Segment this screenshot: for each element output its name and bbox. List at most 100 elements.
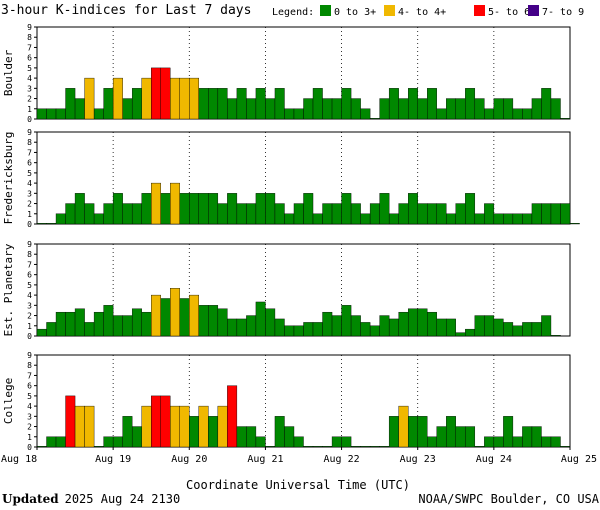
k-index-bar <box>379 98 390 120</box>
k-index-bar <box>255 436 266 448</box>
k-index-bar <box>274 203 285 225</box>
x-tick-label: Aug 19 <box>95 454 131 465</box>
y-tick-label: 5 <box>27 281 32 290</box>
k-index-bar <box>436 318 447 337</box>
k-index-bar <box>465 426 476 448</box>
updated-label: Updated <box>2 492 59 506</box>
legend-swatch <box>320 5 331 16</box>
k-index-bar <box>112 77 123 120</box>
k-index-bar <box>284 213 295 225</box>
k-index-bar <box>398 98 409 120</box>
k-index-bar <box>569 222 580 225</box>
k-index-bar <box>503 322 514 337</box>
legend-entry: 5- to 6+ <box>488 7 536 18</box>
k-index-bar <box>446 98 456 120</box>
k-index-bar <box>407 193 418 225</box>
k-index-bar <box>388 213 399 225</box>
k-index-bar <box>455 426 466 448</box>
k-index-bar <box>293 325 304 337</box>
k-index-bar <box>560 203 571 225</box>
k-index-bar <box>65 88 76 120</box>
k-index-bar <box>379 193 390 225</box>
k-index-bar <box>388 318 399 337</box>
k-index-bar <box>512 436 523 448</box>
k-index-bar <box>93 213 104 225</box>
k-index-bar <box>341 88 352 120</box>
k-index-bar <box>388 416 399 448</box>
k-index-bar <box>170 288 180 337</box>
k-index-bar <box>474 98 485 120</box>
k-index-bar <box>36 328 47 337</box>
y-tick-label: 8 <box>27 361 32 370</box>
y-tick-label: 6 <box>27 159 32 168</box>
k-index-bar <box>189 416 200 448</box>
k-index-bar <box>541 88 552 120</box>
k-index-bar <box>455 98 466 120</box>
k-index-bar <box>550 335 561 337</box>
chart-title: 3-hour K-indices for Last 7 days <box>1 3 251 18</box>
k-index-bar <box>84 203 95 225</box>
y-tick-label: 1 <box>27 105 32 114</box>
k-index-bar <box>341 436 352 448</box>
updated-value: 2025 Aug 24 2130 <box>65 492 181 506</box>
k-index-bar <box>131 203 142 225</box>
k-index-bar <box>360 446 371 448</box>
k-index-bar <box>493 213 504 225</box>
legend-entry: 0 to 3+ <box>334 7 376 18</box>
k-index-bar <box>455 332 466 337</box>
k-index-bar <box>208 416 219 448</box>
k-index-bar <box>46 322 57 337</box>
k-index-bar <box>160 67 171 120</box>
legend-label: Legend: <box>272 7 314 18</box>
k-index-bar <box>407 416 418 448</box>
k-index-bar <box>189 193 200 225</box>
y-tick-label: 6 <box>27 54 32 63</box>
k-index-bar <box>93 446 104 448</box>
k-index-bar <box>427 203 437 225</box>
x-tick-label: Aug 24 <box>476 454 512 465</box>
y-tick-label: 2 <box>27 312 32 321</box>
y-tick-label: 1 <box>27 433 32 442</box>
k-index-bar <box>103 305 114 337</box>
k-index-bar <box>503 416 514 448</box>
y-tick-label: 9 <box>27 351 32 360</box>
k-index-bar <box>550 98 561 120</box>
k-index-bar <box>227 193 238 225</box>
k-index-bar <box>541 315 552 337</box>
k-index-bar <box>122 203 133 225</box>
k-index-bar <box>265 308 276 337</box>
k-index-bar <box>484 315 495 337</box>
k-index-bar <box>112 315 123 337</box>
k-index-bar <box>512 325 523 337</box>
k-index-bar <box>236 88 247 120</box>
k-index-bar <box>379 446 390 448</box>
y-tick-label: 5 <box>27 169 32 178</box>
k-index-bar <box>198 405 209 448</box>
k-index-bar <box>179 77 190 120</box>
k-index-bar <box>141 405 152 448</box>
k-index-bar <box>55 311 66 337</box>
y-tick-label: 1 <box>27 210 32 219</box>
k-index-bar <box>36 108 47 120</box>
k-index-bar <box>103 203 114 225</box>
k-index-bar <box>407 308 418 337</box>
k-index-bar <box>465 193 476 225</box>
legend-entry: 4- to 4+ <box>398 7 446 18</box>
k-index-bar <box>122 98 133 120</box>
panels: 0123456789Boulder0123456789Fredericksbur… <box>2 23 580 452</box>
k-index-bar <box>455 203 466 225</box>
k-index-bar <box>208 305 219 337</box>
k-index-bar <box>503 98 514 120</box>
x-axis-label: Coordinate Universal Time (UTC) <box>186 478 410 492</box>
k-index-bar <box>236 203 247 225</box>
k-index-bar <box>560 446 571 448</box>
k-index-bar <box>265 446 276 448</box>
y-tick-label: 9 <box>27 23 32 32</box>
k-index-bar <box>312 446 323 448</box>
y-tick-label: 4 <box>27 74 32 83</box>
k-index-bar <box>198 88 209 120</box>
k-index-bar <box>265 98 276 120</box>
k-index-bar <box>112 436 123 448</box>
k-index-bar <box>350 98 361 120</box>
